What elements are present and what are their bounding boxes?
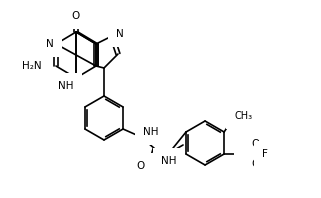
Text: CH₃: CH₃ [234,111,252,121]
Text: NH: NH [58,81,74,91]
Text: H₂N: H₂N [22,61,42,71]
Text: F: F [262,149,268,159]
Text: S: S [243,149,249,159]
Text: O: O [72,11,80,21]
Text: O: O [251,139,259,149]
Text: N: N [116,29,124,39]
Text: O: O [137,161,145,171]
Text: N: N [46,39,54,49]
Text: NH: NH [143,127,159,137]
Text: O: O [251,159,259,169]
Text: NH: NH [161,156,177,166]
